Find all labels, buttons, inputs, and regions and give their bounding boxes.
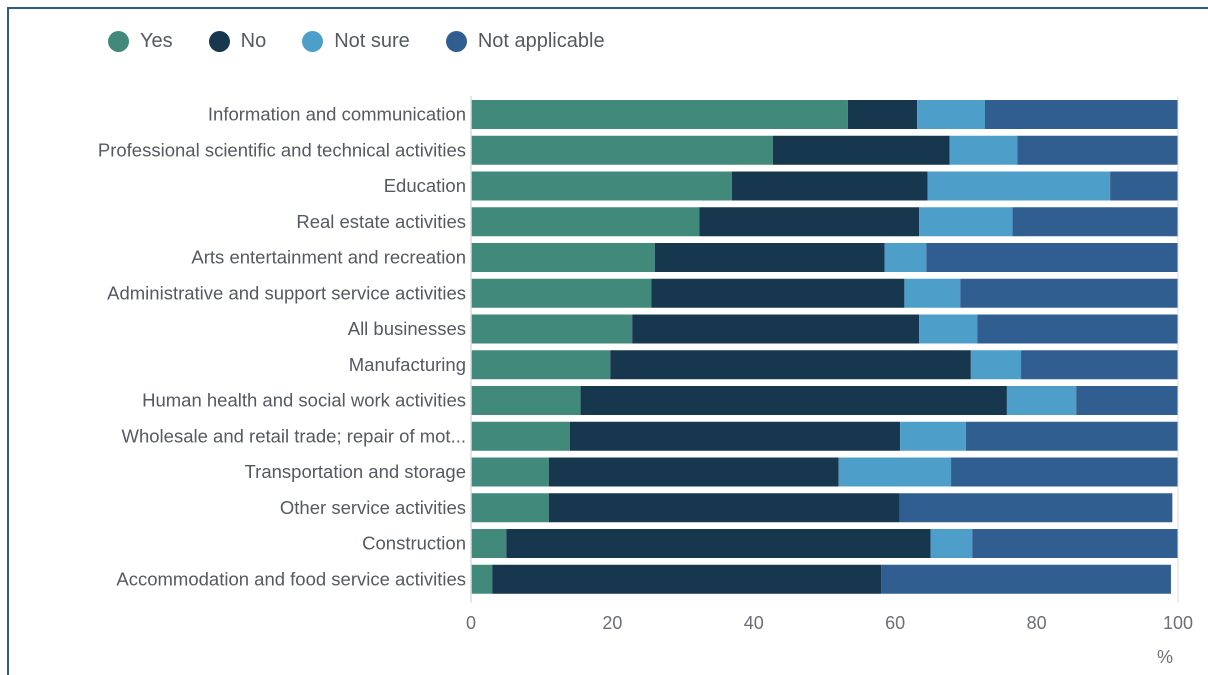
legend-label-no: No — [240, 29, 267, 52]
bar-yes-professional-scientific-and-technical-activities[interactable] — [471, 135, 773, 165]
bar-not-applicable-professional-scientific-and-technical-activities[interactable] — [1017, 135, 1178, 165]
bars-group — [471, 100, 1178, 594]
bar-not-sure-all-businesses[interactable] — [919, 314, 978, 344]
category-label: Other service activities — [280, 497, 466, 518]
bar-yes-education[interactable] — [471, 171, 732, 201]
category-label: Information and communication — [208, 104, 466, 125]
bar-no-information-and-communication[interactable] — [847, 100, 918, 129]
bar-not-sure-education[interactable] — [927, 171, 1111, 201]
bar-not-sure-real-estate-activities[interactable] — [919, 207, 1013, 237]
category-label: Accommodation and food service activitie… — [116, 568, 466, 589]
bar-yes-human-health-and-social-work-activities[interactable] — [471, 386, 581, 415]
bar-not-applicable-accommodation-and-food-service-activities[interactable] — [881, 564, 1171, 594]
bar-not-applicable-wholesale-and-retail-trade-repair-of-mot[interactable] — [965, 421, 1178, 451]
legend-label-not-applicable: Not applicable — [477, 29, 605, 52]
bar-yes-real-estate-activities[interactable] — [471, 207, 700, 237]
bar-not-applicable-all-businesses[interactable] — [977, 314, 1178, 344]
bar-no-education[interactable] — [731, 171, 928, 201]
bar-not-applicable-other-service-activities[interactable] — [899, 493, 1173, 523]
legend: Yes No Not sure Not applicable — [108, 26, 641, 56]
x-tick-label: 40 — [744, 613, 764, 633]
legend-item-no[interactable]: No — [208, 29, 267, 53]
legend-label-not-sure: Not sure — [334, 29, 410, 52]
legend-swatch-no — [208, 30, 230, 52]
bar-not-sure-information-and-communication[interactable] — [917, 100, 985, 129]
bar-not-sure-administrative-and-support-service-activities[interactable] — [904, 278, 961, 308]
bar-no-professional-scientific-and-technical-activities[interactable] — [772, 135, 950, 165]
bar-not-sure-arts-entertainment-and-recreation[interactable] — [884, 243, 927, 272]
category-label: Professional scientific and technical ac… — [98, 139, 466, 160]
bar-yes-arts-entertainment-and-recreation[interactable] — [471, 243, 655, 272]
x-tick-label: 100 — [1163, 613, 1193, 633]
category-label: Real estate activities — [296, 211, 466, 232]
bar-no-accommodation-and-food-service-activities[interactable] — [492, 564, 882, 594]
bar-not-sure-wholesale-and-retail-trade-repair-of-mot[interactable] — [900, 421, 966, 451]
chart-frame — [7, 7, 1208, 675]
category-label: Administrative and support service activ… — [107, 282, 466, 303]
category-label: Arts entertainment and recreation — [191, 247, 466, 268]
bar-yes-wholesale-and-retail-trade-repair-of-mot[interactable] — [471, 421, 570, 451]
bar-yes-other-service-activities[interactable] — [471, 493, 549, 523]
bar-no-other-service-activities[interactable] — [548, 493, 900, 523]
bar-yes-all-businesses[interactable] — [471, 314, 633, 344]
category-label: All businesses — [348, 318, 466, 339]
bar-yes-construction[interactable] — [471, 529, 507, 558]
bar-not-applicable-information-and-communication[interactable] — [984, 100, 1178, 129]
x-axis-unit-label: % — [1157, 647, 1173, 667]
legend-item-not-applicable[interactable]: Not applicable — [445, 29, 605, 53]
x-tick-label: 0 — [466, 613, 476, 633]
bar-not-applicable-arts-entertainment-and-recreation[interactable] — [926, 243, 1178, 272]
bar-not-sure-transportation-and-storage[interactable] — [838, 457, 952, 487]
category-label: Education — [384, 175, 466, 196]
bar-no-wholesale-and-retail-trade-repair-of-mot[interactable] — [569, 421, 901, 451]
category-label: Wholesale and retail trade; repair of mo… — [122, 425, 466, 446]
x-tick-label: 20 — [602, 613, 622, 633]
category-label: Construction — [362, 533, 466, 554]
legend-item-yes[interactable]: Yes — [108, 30, 173, 53]
legend-swatch-yes — [108, 30, 129, 52]
bar-not-applicable-education[interactable] — [1110, 171, 1178, 201]
bar-not-sure-manufacturing[interactable] — [970, 350, 1022, 380]
bar-no-human-health-and-social-work-activities[interactable] — [580, 386, 1007, 415]
category-labels: Information and communication Professiona… — [98, 104, 466, 590]
x-tick-label: 80 — [1027, 613, 1047, 633]
bar-yes-transportation-and-storage[interactable] — [471, 457, 549, 487]
bar-not-applicable-construction[interactable] — [972, 529, 1178, 558]
bar-yes-accommodation-and-food-service-activities[interactable] — [471, 564, 493, 594]
legend-swatch-not-sure — [302, 30, 324, 52]
bar-not-sure-construction[interactable] — [930, 529, 973, 558]
bar-no-construction[interactable] — [506, 529, 931, 558]
bar-not-applicable-manufacturing[interactable] — [1021, 350, 1178, 380]
category-label: Manufacturing — [349, 354, 466, 375]
bar-yes-administrative-and-support-service-activities[interactable] — [471, 278, 652, 308]
bar-no-arts-entertainment-and-recreation[interactable] — [654, 243, 885, 272]
bar-yes-manufacturing[interactable] — [471, 350, 611, 380]
category-label: Transportation and storage — [245, 461, 466, 482]
bar-not-applicable-real-estate-activities[interactable] — [1012, 207, 1178, 237]
bar-not-applicable-administrative-and-support-service-activities[interactable] — [960, 278, 1178, 308]
legend-label-yes: Yes — [140, 29, 173, 52]
bar-not-sure-professional-scientific-and-technical-activities[interactable] — [949, 135, 1018, 165]
bar-not-sure-human-health-and-social-work-activities[interactable] — [1006, 386, 1077, 415]
bar-not-applicable-transportation-and-storage[interactable] — [951, 457, 1178, 487]
legend-item-not-sure[interactable]: Not sure — [302, 30, 410, 53]
bar-yes-information-and-communication[interactable] — [471, 100, 848, 129]
bar-no-all-businesses[interactable] — [632, 314, 920, 344]
bar-no-transportation-and-storage[interactable] — [548, 457, 839, 487]
bar-not-applicable-human-health-and-social-work-activities[interactable] — [1076, 386, 1178, 415]
bar-no-administrative-and-support-service-activities[interactable] — [651, 278, 905, 308]
category-label: Human health and social work activities — [142, 390, 466, 411]
bar-no-manufacturing[interactable] — [610, 350, 971, 380]
x-axis: 0 20 40 60 80 100% — [466, 96, 1193, 667]
x-tick-label: 60 — [885, 613, 905, 633]
legend-swatch-not-applicable — [445, 30, 467, 52]
bar-no-real-estate-activities[interactable] — [699, 207, 920, 237]
